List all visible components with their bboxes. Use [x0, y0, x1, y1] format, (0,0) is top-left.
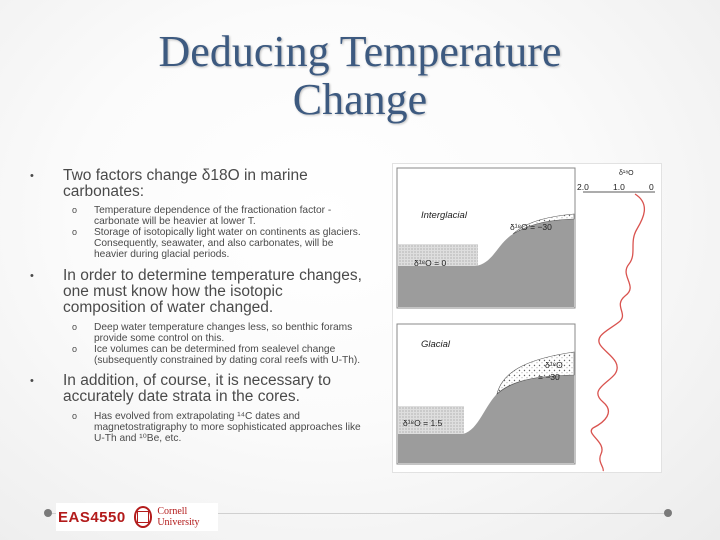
title-line-2: Change	[292, 75, 428, 124]
isotope-curve-panel: δ¹⁸O 2.0 1.0 0	[577, 170, 655, 472]
footer-dot-right-icon	[664, 509, 672, 517]
sub-bullet-1-2-text: Storage of isotopically light water on c…	[94, 227, 361, 260]
interglacial-label: Interglacial	[421, 210, 468, 221]
interglacial-ice-sheet	[512, 213, 575, 235]
glacial-land	[398, 375, 574, 463]
curve-tick-0: 0	[649, 182, 654, 192]
sub-bullet-1-1: o Temperature dependence of the fraction…	[30, 205, 365, 227]
glacial-label: Glacial	[421, 339, 451, 350]
curve-tick-1: 1.0	[613, 182, 625, 192]
bullet-dot-icon: •	[30, 375, 34, 387]
footer-dot-left-icon	[44, 509, 52, 517]
glacial-sea	[398, 406, 464, 434]
sub-bullet-2-1: o Deep water temperature changes less, s…	[30, 322, 365, 344]
footer-logo: EAS4550 Cornell University	[56, 503, 218, 531]
sub-bullet-circle-icon: o	[72, 205, 78, 215]
curve-label: δ¹⁸O	[619, 170, 634, 177]
isotope-curve-line	[590, 193, 645, 472]
bullet-dot-icon: •	[30, 270, 34, 282]
sub-bullet-1-1-text: Temperature dependence of the fractionat…	[94, 205, 332, 227]
bullet-1: • Two factors change δ18O in marine carb…	[30, 168, 365, 200]
interglacial-panel: Interglacial δ¹⁸O = −30 δ¹⁸O = 0	[396, 167, 576, 309]
bullet-list: • Two factors change δ18O in marine carb…	[30, 168, 365, 445]
glacial-ice-sheet	[496, 351, 575, 395]
glacial-sea-value: δ¹⁸O = 1.5	[403, 418, 443, 428]
interglacial-ice-value: δ¹⁸O = −30	[510, 222, 552, 232]
glacial-ice-value-1: δ¹⁸O	[545, 360, 563, 370]
university-name: Cornell University	[157, 506, 200, 528]
interglacial-sea	[398, 244, 478, 266]
isotope-figure: Interglacial δ¹⁸O = −30 δ¹⁸O = 0 Glacial…	[392, 163, 662, 473]
isotope-figure-svg: Interglacial δ¹⁸O = −30 δ¹⁸O = 0 Glacial…	[396, 167, 655, 472]
curve-tick-2: 2.0	[577, 182, 589, 192]
bullet-1-text: Two factors change δ18O in marine carbon…	[63, 167, 308, 200]
sub-bullet-2-2: o Ice volumes can be determined from sea…	[30, 344, 365, 366]
sub-bullet-2-2-text: Ice volumes can be determined from seale…	[94, 344, 361, 366]
sub-bullet-3-1-text: Has evolved from extrapolating ¹⁴C dates…	[94, 411, 361, 444]
sub-bullet-circle-icon: o	[72, 411, 78, 421]
cornell-seal-icon	[133, 506, 153, 528]
bullet-3: • In addition, of course, it is necessar…	[30, 373, 365, 405]
footer-divider	[50, 513, 670, 514]
sub-bullet-3-1: o Has evolved from extrapolating ¹⁴C dat…	[30, 411, 365, 444]
sub-bullet-2-1-text: Deep water temperature changes less, so …	[94, 322, 353, 344]
bullet-2: • In order to determine temperature chan…	[30, 268, 365, 316]
glacial-panel: Glacial δ¹⁸O = −30 δ¹⁸O = 1.5	[396, 323, 576, 465]
course-code: EAS4550	[58, 508, 126, 526]
sub-bullet-circle-icon: o	[72, 322, 78, 332]
bullet-2-text: In order to determine temperature change…	[63, 267, 362, 316]
bullet-dot-icon: •	[30, 170, 34, 182]
title-line-1: Deducing Temperature	[158, 27, 562, 76]
glacial-ice-value-2: = −30	[538, 372, 560, 382]
slide-title: Deducing Temperature Change	[0, 28, 720, 124]
sub-bullet-1-2: o Storage of isotopically light water on…	[30, 227, 365, 260]
sub-bullet-circle-icon: o	[72, 227, 78, 237]
interglacial-sea-value: δ¹⁸O = 0	[414, 258, 446, 268]
bullet-3-text: In addition, of course, it is necessary …	[63, 372, 331, 405]
interglacial-land	[398, 219, 574, 307]
sub-bullet-circle-icon: o	[72, 344, 78, 354]
